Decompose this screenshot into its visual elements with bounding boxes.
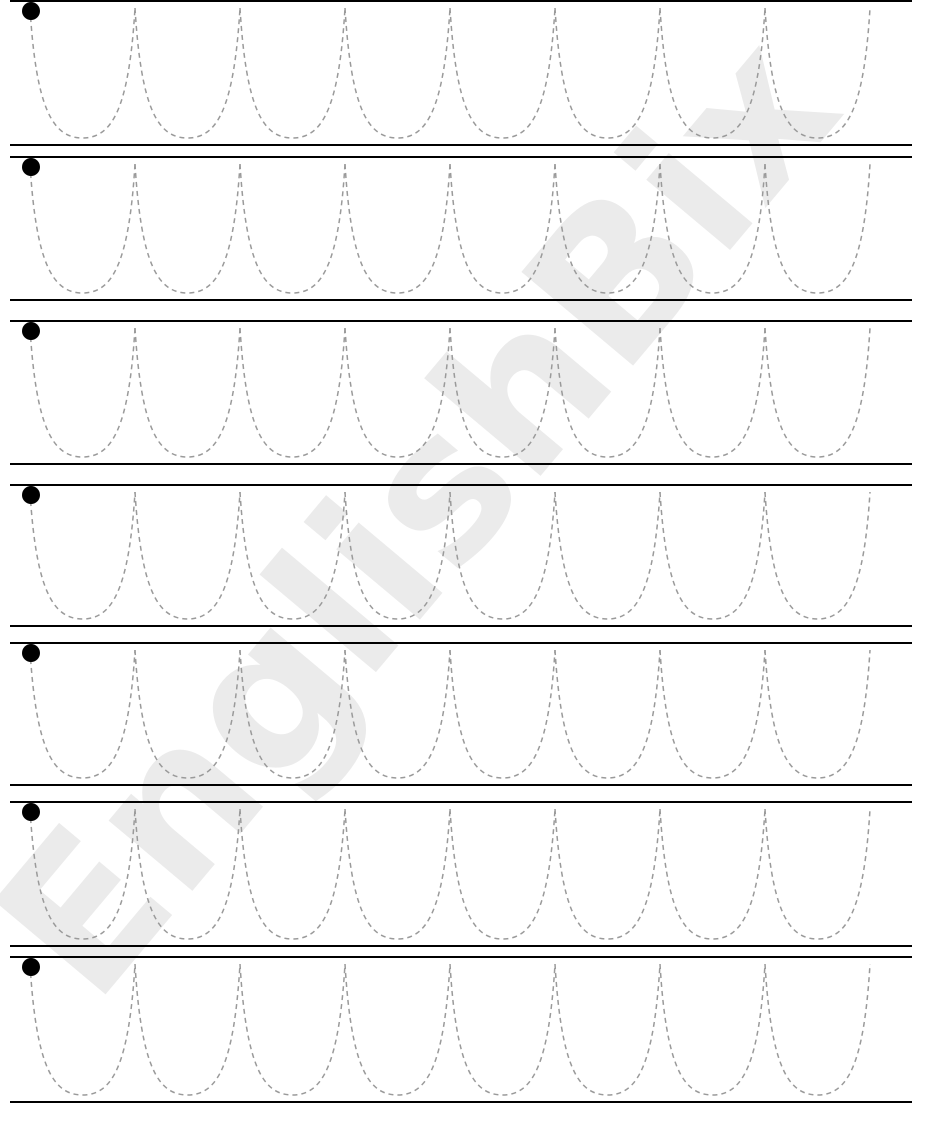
u-loop-trace-icon	[659, 963, 766, 1096]
practice-row	[10, 0, 912, 146]
practice-row	[10, 156, 912, 301]
u-loop-trace-icon	[239, 649, 346, 779]
practice-row	[10, 320, 912, 465]
u-loop-trace-icon	[764, 163, 871, 294]
u-loop-trace-icon	[449, 7, 556, 139]
u-loop-trace-icon	[29, 491, 136, 620]
u-loop-trace-icon	[554, 327, 661, 458]
u-loop-trace-icon	[134, 7, 241, 139]
u-loop-trace-icon	[449, 963, 556, 1096]
u-loop-trace-icon	[29, 163, 136, 294]
u-loop-trace-icon	[29, 808, 136, 940]
u-loop-trace-icon	[239, 7, 346, 139]
u-loop-trace-icon	[344, 491, 451, 620]
start-dot-icon	[22, 958, 40, 976]
u-loop-trace-icon	[239, 808, 346, 940]
u-loop-trace-icon	[29, 649, 136, 779]
u-loop-trace-icon	[659, 327, 766, 458]
u-loop-trace-icon	[239, 491, 346, 620]
u-loop-trace-icon	[554, 963, 661, 1096]
u-loop-trace-icon	[344, 327, 451, 458]
u-loop-trace-icon	[29, 963, 136, 1096]
u-loop-trace-icon	[764, 7, 871, 139]
u-loop-trace-icon	[659, 808, 766, 940]
u-loop-trace-icon	[764, 491, 871, 620]
u-loop-trace-icon	[659, 491, 766, 620]
u-loop-trace-icon	[449, 491, 556, 620]
practice-row	[10, 956, 912, 1103]
u-loop-trace-icon	[659, 163, 766, 294]
start-dot-icon	[22, 803, 40, 821]
u-loop-trace-icon	[344, 7, 451, 139]
u-loop-trace-icon	[344, 649, 451, 779]
u-loop-trace-icon	[554, 491, 661, 620]
practice-row	[10, 484, 912, 627]
u-loop-trace-icon	[239, 163, 346, 294]
practice-rows	[10, 0, 912, 1103]
u-loop-trace-icon	[134, 163, 241, 294]
u-loop-trace-icon	[764, 649, 871, 779]
u-loop-trace-icon	[134, 808, 241, 940]
start-dot-icon	[22, 322, 40, 340]
u-loop-trace-icon	[764, 808, 871, 940]
u-loop-trace-icon	[554, 163, 661, 294]
u-loop-trace-icon	[554, 649, 661, 779]
start-dot-icon	[22, 2, 40, 20]
u-loop-trace-icon	[449, 163, 556, 294]
start-dot-icon	[22, 644, 40, 662]
u-loop-trace-icon	[554, 808, 661, 940]
u-loop-trace-icon	[449, 808, 556, 940]
start-dot-icon	[22, 486, 40, 504]
u-loop-trace-icon	[29, 7, 136, 139]
u-loop-trace-icon	[29, 327, 136, 458]
u-loop-trace-icon	[764, 327, 871, 458]
u-loop-trace-icon	[554, 7, 661, 139]
u-loop-trace-icon	[134, 963, 241, 1096]
u-loop-trace-icon	[239, 327, 346, 458]
u-loop-trace-icon	[449, 327, 556, 458]
start-dot-icon	[22, 158, 40, 176]
u-loop-trace-icon	[344, 963, 451, 1096]
u-loop-trace-icon	[344, 163, 451, 294]
u-loop-trace-icon	[659, 7, 766, 139]
u-loop-trace-icon	[449, 649, 556, 779]
u-loop-trace-icon	[344, 808, 451, 940]
u-loop-trace-icon	[764, 963, 871, 1096]
practice-row	[10, 801, 912, 947]
u-loop-trace-icon	[134, 327, 241, 458]
u-loop-trace-icon	[134, 491, 241, 620]
u-loop-trace-icon	[239, 963, 346, 1096]
practice-row	[10, 642, 912, 786]
u-loop-trace-icon	[134, 649, 241, 779]
u-loop-trace-icon	[659, 649, 766, 779]
